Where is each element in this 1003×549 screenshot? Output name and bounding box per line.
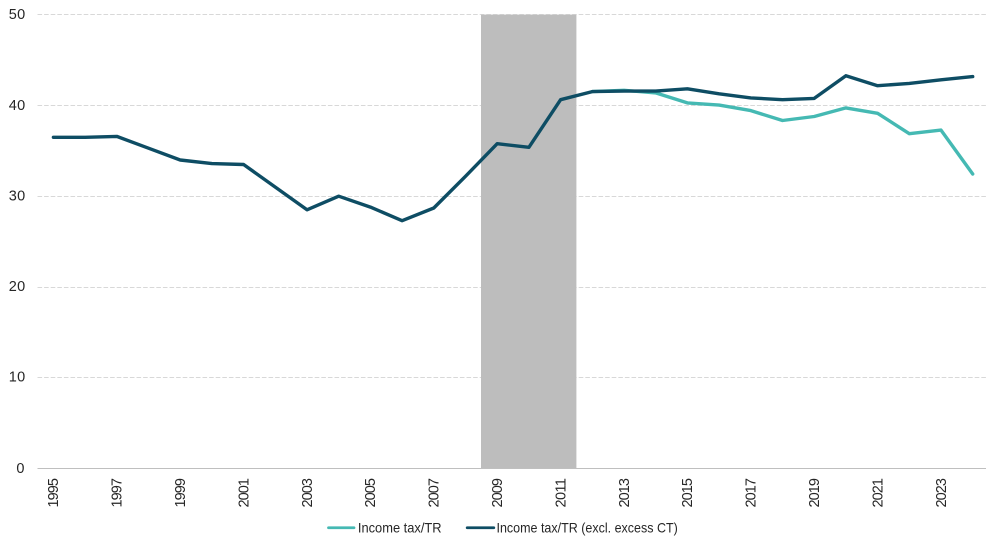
svg-text:1999: 1999: [173, 478, 189, 508]
svg-text:1995: 1995: [46, 478, 62, 508]
svg-text:2003: 2003: [300, 478, 316, 508]
svg-text:2021: 2021: [870, 478, 886, 508]
svg-text:30: 30: [9, 188, 26, 204]
svg-text:2023: 2023: [934, 478, 950, 508]
svg-text:2005: 2005: [363, 478, 379, 508]
svg-text:1997: 1997: [110, 478, 126, 508]
svg-text:40: 40: [9, 98, 26, 114]
svg-text:Income tax/TR (excl. excess CT: Income tax/TR (excl. excess CT): [497, 521, 678, 536]
svg-text:2015: 2015: [680, 478, 696, 508]
svg-text:2009: 2009: [490, 478, 506, 508]
svg-text:10: 10: [9, 370, 26, 386]
svg-text:20: 20: [9, 279, 26, 295]
svg-text:2007: 2007: [427, 478, 443, 508]
svg-text:0: 0: [16, 461, 24, 477]
svg-text:2013: 2013: [617, 478, 633, 508]
svg-text:Income tax/TR: Income tax/TR: [358, 521, 442, 536]
svg-text:2001: 2001: [236, 478, 252, 508]
svg-text:2019: 2019: [807, 478, 823, 508]
svg-text:2011: 2011: [553, 478, 569, 508]
svg-text:2017: 2017: [744, 478, 760, 508]
svg-text:50: 50: [9, 7, 26, 23]
